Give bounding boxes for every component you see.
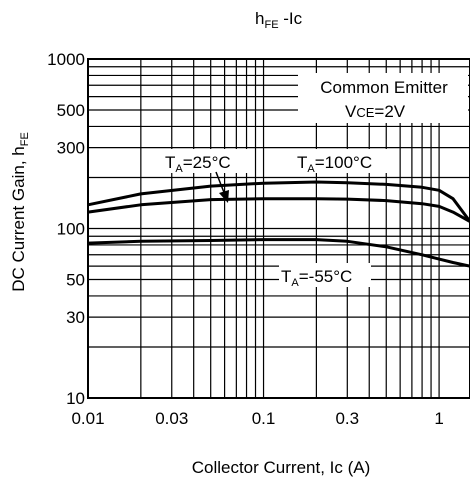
y-tick-label: 500: [57, 101, 85, 120]
x-tick-labels: 0.01 0.03 0.1 0.3 1: [71, 409, 443, 428]
y-tick-label: 10: [66, 389, 85, 408]
y-tick-labels: 10 30 50 100 300 500 1000: [47, 50, 85, 408]
y-tick-label: 300: [57, 139, 85, 158]
label-ta-m55: TA=-55°C: [281, 267, 352, 289]
x-tick-label: 0.01: [71, 409, 104, 428]
x-tick-label: 0.03: [155, 409, 188, 428]
x-axis-label: Collector Current, Ic (A): [192, 458, 371, 477]
x-tick-label: 0.3: [335, 409, 359, 428]
y-axis-label-sub: FE: [19, 132, 31, 146]
label-25-bg: [163, 149, 249, 173]
arrow-25-head: [219, 190, 229, 203]
label-ta-25: TA=25°C: [165, 153, 231, 175]
x-tick-label: 1: [434, 409, 443, 428]
label-100-bg: [295, 149, 391, 173]
series-line: [87, 238, 470, 268]
condition-box-bg: [298, 73, 468, 123]
arrow-25-shaft: [215, 171, 226, 196]
condition-line1: Common Emitter: [320, 78, 448, 97]
label-ta-100: TA=100°C: [297, 153, 372, 175]
label-ta-25-sub: A: [175, 163, 183, 175]
label-ta-m55-sub: A: [291, 277, 299, 289]
y-tick-label: 30: [66, 308, 85, 327]
chart-title-sub: FE: [264, 19, 278, 31]
y-tick-label: 50: [66, 271, 85, 290]
label-m55-bg: [279, 263, 371, 287]
series-line: [87, 197, 470, 223]
label-ta-100-sub: A: [307, 163, 315, 175]
series-curves: [87, 180, 470, 268]
y-tick-label: 100: [57, 220, 85, 239]
series-line: [87, 180, 470, 223]
condition-line2-sub: CE: [356, 105, 374, 120]
y-tick-label: 1000: [47, 50, 85, 69]
y-axis-label: DC Current Gain, hFE: [9, 132, 31, 292]
condition-line2: VCE=2V: [345, 102, 406, 121]
x-tick-label: 0.1: [252, 409, 276, 428]
chart-title: hFE -Ic: [255, 9, 303, 31]
